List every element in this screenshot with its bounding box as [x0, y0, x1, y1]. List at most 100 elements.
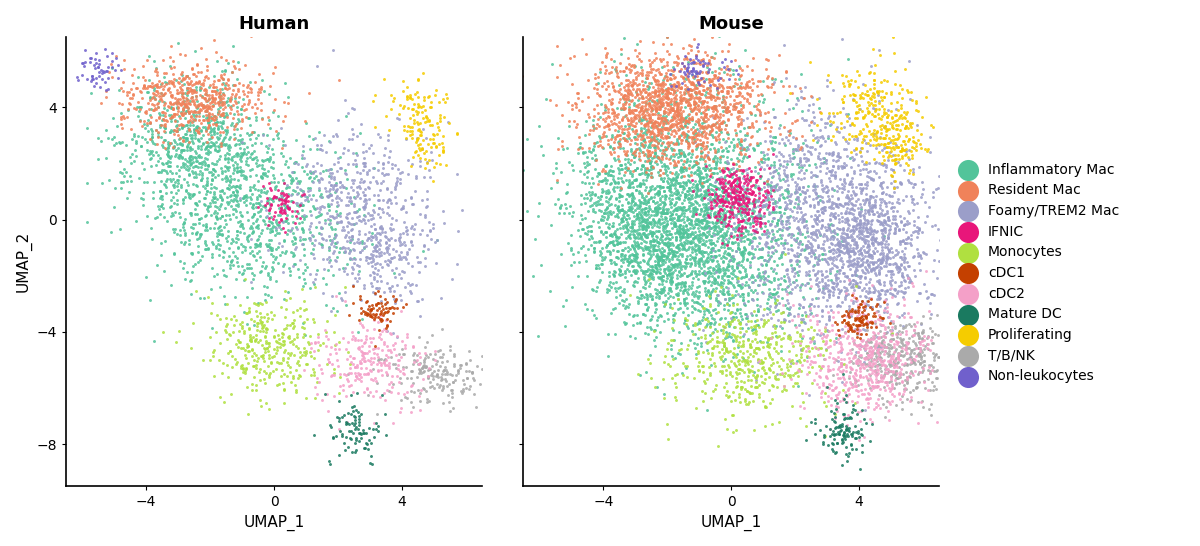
Point	[602, 308, 622, 317]
Point	[710, 205, 730, 213]
Point	[894, 276, 913, 284]
Point	[258, 316, 277, 325]
Point	[736, 327, 755, 335]
Point	[676, 299, 695, 307]
Point	[713, 264, 732, 272]
Point	[356, 298, 376, 306]
Point	[420, 156, 439, 164]
Point	[676, 286, 695, 294]
Point	[734, 378, 754, 387]
Point	[888, 105, 907, 114]
Point	[743, 288, 762, 297]
Point	[220, 150, 239, 158]
Point	[238, 128, 257, 137]
Point	[719, 189, 738, 198]
Point	[683, 228, 702, 237]
Point	[182, 229, 202, 238]
Point	[296, 212, 316, 221]
Point	[284, 235, 304, 244]
Point	[326, 349, 346, 358]
Point	[169, 98, 188, 106]
Point	[474, 364, 493, 373]
Point	[859, 344, 878, 353]
Point	[380, 257, 400, 266]
Point	[583, 153, 602, 162]
Point	[698, 68, 718, 77]
Point	[590, 140, 610, 149]
Point	[170, 150, 190, 159]
Point	[835, 430, 854, 439]
Point	[192, 171, 211, 180]
Point	[390, 378, 409, 387]
Point	[763, 194, 782, 203]
Point	[595, 252, 614, 261]
Point	[850, 329, 869, 338]
Point	[646, 146, 665, 155]
Point	[779, 355, 798, 364]
Point	[390, 238, 409, 246]
Point	[670, 259, 689, 268]
Point	[709, 130, 728, 139]
Point	[803, 182, 822, 191]
Point	[761, 188, 780, 197]
Point	[787, 249, 806, 258]
Point	[173, 91, 192, 100]
Point	[326, 194, 346, 203]
Point	[350, 370, 370, 379]
Point	[620, 331, 640, 340]
Point	[196, 103, 215, 112]
Point	[708, 234, 727, 242]
Point	[582, 182, 601, 191]
Point	[247, 236, 266, 245]
Point	[541, 286, 560, 295]
Point	[888, 158, 907, 167]
Point	[371, 248, 390, 257]
Point	[887, 329, 906, 338]
Point	[410, 230, 430, 239]
Point	[881, 327, 900, 335]
Point	[599, 120, 618, 128]
Point	[665, 106, 684, 115]
Point	[886, 211, 905, 220]
Point	[260, 123, 280, 132]
Point	[636, 168, 655, 177]
Point	[600, 148, 619, 157]
Point	[874, 331, 893, 340]
Point	[218, 183, 238, 192]
Point	[848, 67, 868, 75]
Point	[413, 144, 432, 152]
Point	[640, 114, 659, 123]
Point	[168, 127, 187, 135]
Point	[563, 161, 582, 170]
Point	[709, 272, 728, 281]
Point	[898, 378, 917, 387]
Point	[280, 205, 299, 214]
Point	[143, 151, 162, 159]
Point	[766, 322, 785, 330]
Point	[214, 79, 233, 88]
Point	[674, 54, 694, 63]
Point	[844, 297, 863, 306]
Point	[175, 99, 194, 108]
Point	[792, 314, 811, 323]
Point	[822, 264, 841, 272]
Point	[631, 102, 650, 111]
Point	[630, 86, 649, 95]
Point	[758, 216, 778, 225]
Point	[652, 114, 671, 123]
Point	[839, 301, 858, 310]
Point	[840, 121, 859, 129]
Point	[739, 227, 758, 236]
Point	[162, 112, 181, 121]
Point	[676, 206, 695, 215]
Point	[199, 109, 218, 118]
Point	[170, 114, 190, 122]
Point	[856, 301, 875, 310]
Point	[293, 322, 312, 331]
Point	[616, 154, 635, 163]
Point	[113, 78, 132, 86]
Point	[204, 141, 223, 150]
Point	[227, 316, 246, 324]
Point	[373, 311, 392, 319]
Point	[874, 133, 893, 142]
